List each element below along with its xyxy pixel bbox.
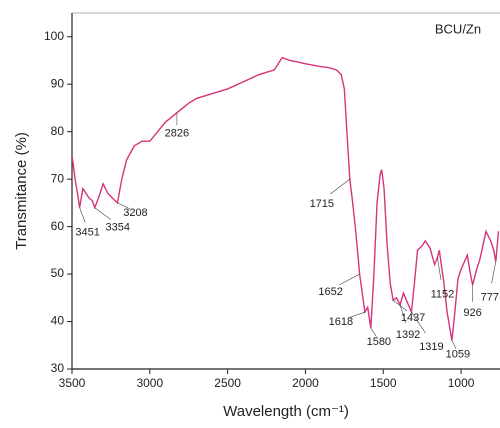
annotation-leader	[94, 207, 112, 220]
y-tick-label: 30	[51, 361, 65, 375]
x-tick-label: 2500	[214, 376, 241, 390]
annotation: 1319	[419, 341, 443, 353]
annotation-leader	[117, 202, 131, 210]
y-axis-label: Transmitance (%)	[13, 132, 30, 250]
x-axis-label: Wavelength (cm⁻¹)	[223, 403, 349, 420]
annotation-leader	[491, 261, 497, 284]
y-tick-label: 90	[51, 76, 65, 90]
annotation: 1392	[396, 329, 420, 341]
x-tick-label: 1500	[370, 376, 397, 390]
x-tick-label: 1000	[448, 376, 475, 390]
y-tick-label: 100	[44, 29, 64, 43]
y-tick-label: 50	[51, 266, 65, 280]
annotation-leader	[411, 311, 426, 334]
annotation: 1152	[431, 288, 455, 300]
annotation-leader	[79, 207, 86, 223]
annotation: 1437	[401, 312, 425, 324]
y-tick-label: 40	[51, 314, 65, 328]
annotation: 1652	[318, 286, 342, 298]
annotation: 777	[481, 292, 499, 304]
annotation: 1618	[329, 316, 353, 328]
y-tick-label: 80	[51, 124, 65, 138]
spectrum-line	[72, 56, 500, 341]
annotation: 926	[463, 307, 481, 319]
x-tick-label: 3000	[136, 376, 163, 390]
annotation-leader	[370, 328, 377, 337]
y-tick-label: 60	[51, 219, 65, 233]
annotation-leader	[348, 311, 366, 319]
y-tick-label: 70	[51, 171, 65, 185]
annotation: 1580	[367, 336, 391, 348]
x-tick-label: 2000	[292, 376, 319, 390]
annotation: 1059	[446, 348, 470, 360]
annotation-leader	[437, 257, 442, 280]
annotation: 2826	[165, 128, 189, 140]
x-tick-label: 3500	[59, 376, 86, 390]
annotation: 3354	[105, 222, 129, 234]
annotation-leader	[339, 273, 360, 286]
annotation-leader	[399, 304, 406, 324]
legend-label: BCU/Zn	[435, 21, 481, 36]
annotation: 3208	[123, 207, 147, 219]
annotation-leader	[330, 178, 350, 195]
annotation: 1715	[310, 198, 334, 210]
annotation-leader	[451, 340, 457, 350]
annotation: 3451	[75, 227, 99, 239]
